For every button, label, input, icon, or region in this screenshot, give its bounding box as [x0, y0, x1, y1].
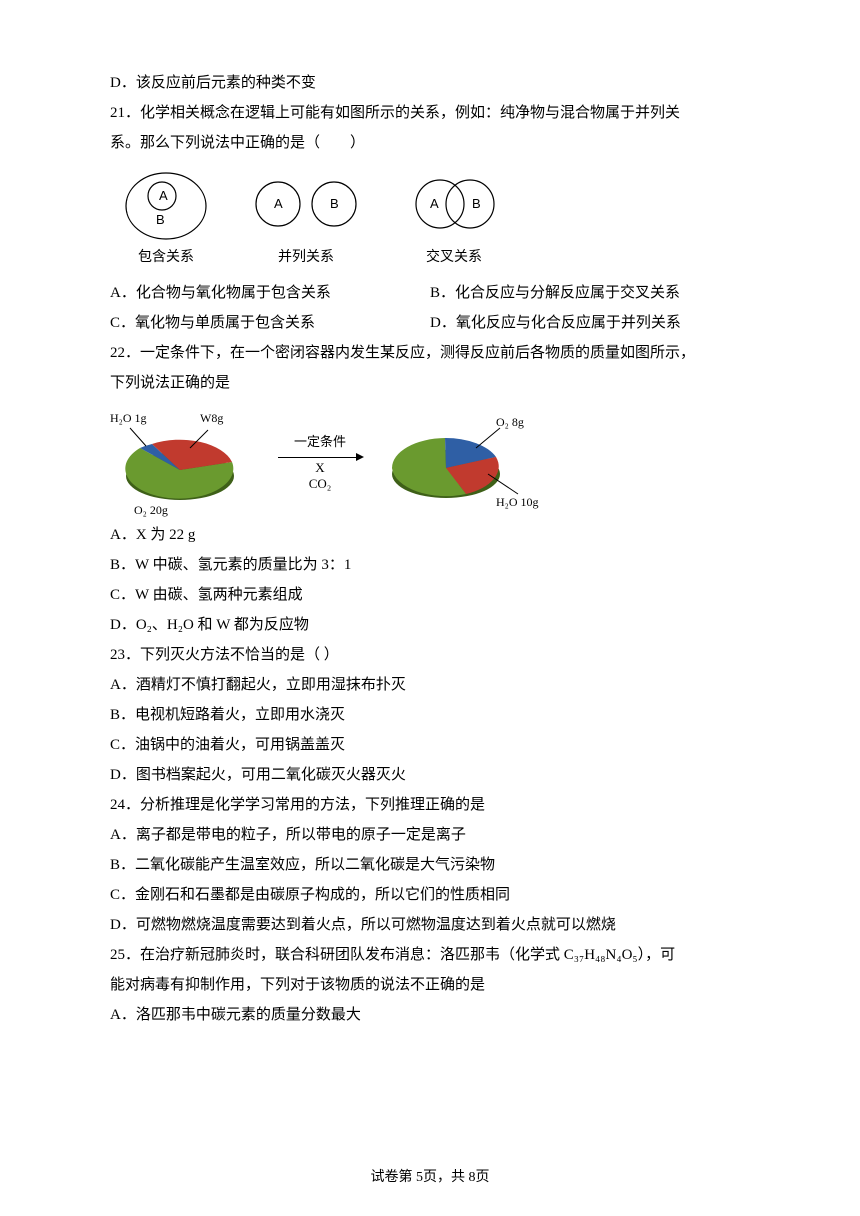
caption-parallel: 并列关系 [278, 244, 334, 272]
q24-A: A．离子都是带电的粒子，所以带电的原子一定是离子 [110, 820, 750, 850]
q25-stem-2: 能对病毒有抑制作用，下列对于该物质的说法不正确的是 [110, 970, 750, 1000]
svg-text:A: A [430, 196, 439, 211]
svg-text:B: B [156, 212, 165, 227]
q22-stem-1: 22．一定条件下，在一个密闭容器内发生某反应，测得反应前后各物质的质量如图所示， [110, 338, 750, 368]
q21-B: B．化合反应与分解反应属于交叉关系 [430, 278, 750, 308]
q21-stem-2: 系。那么下列说法中正确的是（ ） [110, 128, 750, 158]
arrow-icon [278, 457, 362, 458]
q22-A: A．X 为 22 g [110, 520, 750, 550]
q22-stem-2: 下列说法正确的是 [110, 368, 750, 398]
caption-include: 包含关系 [138, 244, 194, 272]
label-w8g: W8g [200, 406, 223, 430]
reaction-arrow: 一定条件 X CO₂ [278, 429, 362, 491]
q22-D: D．O₂、H₂O 和 W 都为反应物 [110, 610, 750, 640]
q21-stem-1: 21．化学相关概念在逻辑上可能有如图所示的关系，例如：纯净物与混合物属于并列关 [110, 98, 750, 128]
q23-B: B．电视机短路着火，立即用水浇灭 [110, 700, 750, 730]
venn-include-icon: A B [120, 168, 212, 242]
arrow-top-label: 一定条件 [294, 429, 346, 455]
q24-stem: 24．分析推理是化学学习常用的方法，下列推理正确的是 [110, 790, 750, 820]
q24-B: B．二氧化碳能产生温室效应，所以二氧化碳是大气污染物 [110, 850, 750, 880]
caption-intersect: 交叉关系 [426, 244, 482, 272]
q25-A: A．洛匹那韦中碳元素的质量分数最大 [110, 1000, 750, 1030]
svg-text:B: B [330, 196, 339, 211]
label-h2o-1g: H₂O 1g [110, 406, 147, 430]
arrow-co2-label: CO₂ [309, 476, 332, 492]
svg-text:A: A [159, 188, 168, 203]
q21-options: A．化合物与氧化物属于包含关系 B．化合反应与分解反应属于交叉关系 C．氧化物与… [110, 278, 750, 338]
diagram-intersect: A B 交叉关系 [400, 168, 508, 272]
q22-diagram: H₂O 1g W8g O₂ 20g 一定条件 X CO₂ [110, 408, 750, 512]
venn-parallel-icon: A B [248, 168, 364, 242]
page-footer: 试卷第 5页，共 8页 [0, 1164, 860, 1192]
q24-D: D．可燃物燃烧温度需要达到着火点，所以可燃物温度达到着火点就可以燃烧 [110, 910, 750, 940]
arrow-x-label: X [315, 460, 324, 476]
q21-C: C．氧化物与单质属于包含关系 [110, 308, 430, 338]
label-h2o-10g: H₂O 10g [496, 490, 539, 514]
venn-intersect-icon: A B [400, 168, 508, 242]
option-d-top: D．该反应前后元素的种类不变 [110, 68, 750, 98]
label-o2-20g: O₂ 20g [134, 498, 168, 522]
pie-after: O₂ 8g H₂O 10g [380, 408, 540, 512]
pie-before: H₂O 1g W8g O₂ 20g [110, 408, 260, 512]
q25-stem-1: 25．在治疗新冠肺炎时，联合科研团队发布消息：洛匹那韦（化学式 C₃₇H₄₈N₄… [110, 940, 750, 970]
diagram-include: A B 包含关系 [120, 168, 212, 272]
q22-C: C．W 由碳、氢两种元素组成 [110, 580, 750, 610]
svg-text:B: B [472, 196, 481, 211]
q21-D: D．氧化反应与化合反应属于并列关系 [430, 308, 750, 338]
q23-C: C．油锅中的油着火，可用锅盖盖灭 [110, 730, 750, 760]
q21-diagram: A B 包含关系 A B 并列关系 A B 交叉关系 [120, 168, 750, 272]
q23-A: A．酒精灯不慎打翻起火，立即用湿抹布扑灭 [110, 670, 750, 700]
q22-B: B．W 中碳、氢元素的质量比为 3：1 [110, 550, 750, 580]
q24-C: C．金刚石和石墨都是由碳原子构成的，所以它们的性质相同 [110, 880, 750, 910]
label-o2-8g: O₂ 8g [496, 410, 524, 434]
svg-text:A: A [274, 196, 283, 211]
q21-A: A．化合物与氧化物属于包含关系 [110, 278, 430, 308]
q23-D: D．图书档案起火，可用二氧化碳灭火器灭火 [110, 760, 750, 790]
diagram-parallel: A B 并列关系 [248, 168, 364, 272]
q23-stem: 23．下列灭火方法不恰当的是（ ） [110, 640, 750, 670]
